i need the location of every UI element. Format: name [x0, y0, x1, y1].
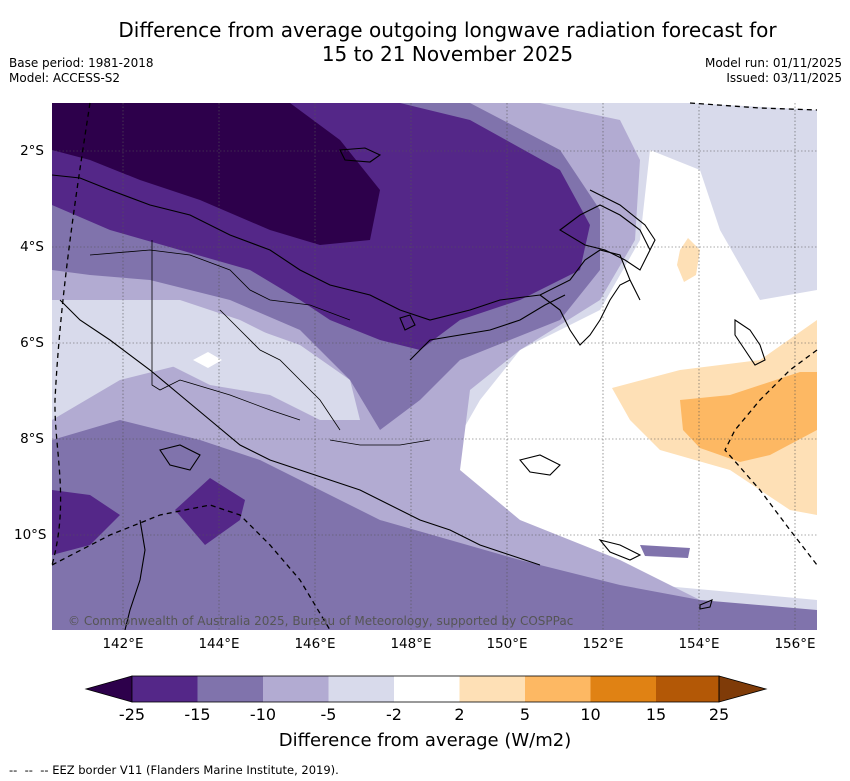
- eez-legend-symbol: -- --: [9, 763, 41, 777]
- contour-minus-2-island: [160, 320, 360, 420]
- colorbar-cell-1: [197, 676, 263, 702]
- y-tick-8s: 8°S: [20, 431, 44, 447]
- contour-minus-10-east: [640, 545, 690, 558]
- colorbar-cells: [84, 675, 768, 703]
- x-tick-146e: 146°E: [294, 636, 336, 652]
- colorbar-label-m15: -15: [184, 705, 211, 724]
- colorbar-cell-6: [525, 676, 591, 702]
- anomaly-field: [52, 103, 817, 630]
- border-provinces-1: [89, 249, 351, 321]
- colorbar-cell-0: [132, 676, 198, 702]
- colorbar-label-p25: 25: [708, 705, 730, 724]
- colorbar-right-arrow: [718, 675, 768, 703]
- coast-papua-east: [539, 279, 631, 346]
- colorbar-cell-3: [328, 676, 394, 702]
- coast-new-ireland: [589, 189, 656, 251]
- colorbar-left-arrow: [84, 675, 133, 703]
- coast-guadalcanal: [699, 599, 713, 610]
- coast-torres-islands: [159, 444, 201, 471]
- model-name: Model: ACCESS-S2: [9, 71, 121, 85]
- coastlines: [52, 147, 766, 630]
- eez-west: [51, 102, 91, 566]
- colorbar-cell-8: [656, 676, 719, 702]
- contour-minus-25: [52, 103, 380, 245]
- colorbar-frame: [131, 675, 720, 703]
- colorbar-title: Difference from average (W/m2): [278, 730, 572, 751]
- border-provinces-3: [329, 439, 431, 446]
- eez-solomons: [724, 349, 818, 566]
- eez-legend: -- -- -- EEZ border V11 (Flanders Marine…: [9, 763, 339, 777]
- eez-legend-text: -- EEZ border V11 (Flanders Marine Insti…: [40, 763, 339, 777]
- contour-minus-10-south: [52, 420, 817, 630]
- title-line-2: 15 to 21 November 2025: [321, 42, 574, 66]
- x-tick-154e: 154°E: [678, 636, 720, 652]
- contour-plus-2-small: [677, 238, 700, 282]
- colorbar-label-p15: 15: [645, 705, 667, 724]
- colorbar-label-m2: -2: [386, 705, 402, 724]
- coast-louisiade: [598, 539, 642, 561]
- eez-borders: [51, 102, 818, 631]
- chart-title: Difference from average outgoing longwav…: [60, 18, 835, 66]
- title-line-1: Difference from average outgoing longwav…: [118, 18, 777, 42]
- x-tick-150e: 150°E: [486, 636, 528, 652]
- eez-east: [689, 102, 818, 111]
- coast-bougainville: [734, 318, 766, 366]
- coast-dentrecasteaux: [519, 454, 561, 476]
- province-borders: [89, 240, 431, 446]
- border-provinces-2: [219, 309, 341, 431]
- colorbar-label-m10: -10: [249, 705, 277, 724]
- colorbar-cell-7: [590, 676, 656, 702]
- colorbar-cell-2: [263, 676, 329, 702]
- meta-left: Base period: 1981-2018 Model: ACCESS-S2: [9, 56, 154, 86]
- x-tick-152e: 152°E: [582, 636, 624, 652]
- border-png-indonesia: [151, 240, 301, 421]
- colorbar-label-p5: 5: [519, 705, 531, 724]
- contour-minus-15-sw: [52, 490, 120, 555]
- model-run: Model run: 01/11/2025: [704, 56, 842, 70]
- x-tick-144e: 144°E: [198, 636, 240, 652]
- coast-cape-york: [124, 519, 146, 630]
- x-tick-142e: 142°E: [102, 636, 144, 652]
- colorbar-label-m5: -5: [320, 705, 337, 724]
- contour-plus-5: [680, 372, 817, 462]
- y-tick-4s: 4°S: [20, 239, 44, 255]
- x-tick-156e: 156°E: [774, 636, 816, 652]
- coast-new-guinea-north: [52, 174, 641, 321]
- colorbar-label-p10: 10: [580, 705, 601, 724]
- issued-date: Issued: 03/11/2025: [726, 71, 842, 85]
- colorbar-label-p2: 2: [454, 705, 465, 724]
- x-tick-148e: 148°E: [390, 636, 432, 652]
- y-tick-6s: 6°S: [20, 335, 44, 351]
- copyright-text: © Commonwealth of Australia 2025, Bureau…: [68, 614, 574, 628]
- coast-karkar: [399, 314, 416, 331]
- meta-right: Model run: 01/11/2025 Issued: 03/11/2025: [705, 56, 842, 86]
- colorbar-cell-5: [459, 676, 525, 702]
- contour-minus-15-blob: [175, 478, 245, 545]
- contour-zero-pocket: [193, 352, 222, 368]
- y-tick-10s: 10°S: [14, 527, 47, 543]
- eez-south: [51, 504, 331, 631]
- colorbar-cell-4: [394, 676, 460, 702]
- colorbar-label-m25: -25: [118, 705, 146, 724]
- coast-huon: [409, 294, 566, 361]
- coast-new-guinea-south: [59, 299, 541, 566]
- base-period: Base period: 1981-2018: [9, 56, 154, 70]
- coast-manus: [339, 147, 382, 163]
- y-tick-2s: 2°S: [20, 143, 44, 159]
